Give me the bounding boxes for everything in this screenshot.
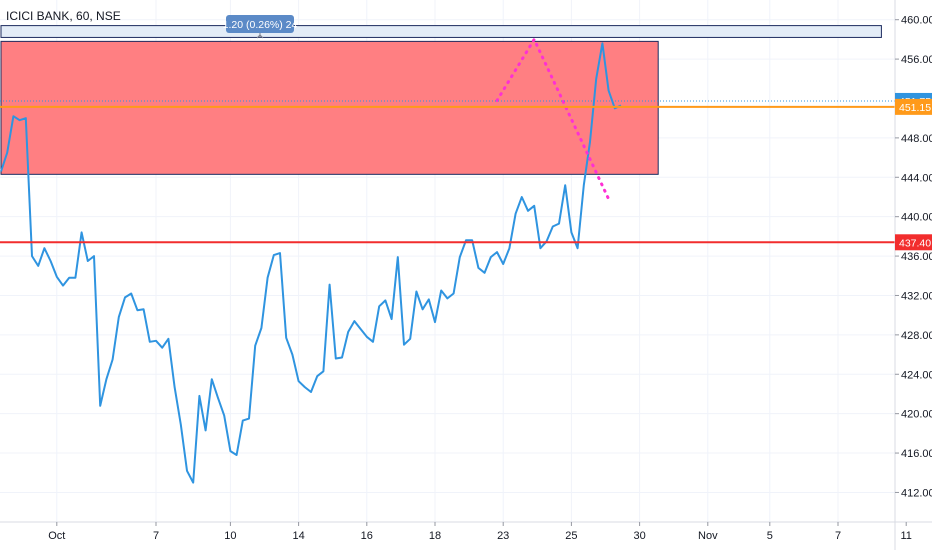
x-tick-label: 7 [153,530,159,542]
y-tick-label: 444.00 [901,172,932,184]
y-tick-label: 460.00 [901,15,932,27]
x-tick-label: 10 [224,530,236,542]
x-tick-label: 7 [835,530,841,542]
y-axis-panel [895,0,932,550]
projection-path [495,36,611,201]
x-tick-label: 18 [429,530,441,542]
measure-band [0,25,882,38]
y-tick-label: 428.00 [901,330,932,342]
y-tick-label: 420.00 [901,409,932,421]
measure-arrow [256,34,264,39]
x-tick-label: 16 [361,530,373,542]
x-tick-label: 25 [565,530,577,542]
y-tick-label: 416.00 [901,448,932,460]
x-tick-label: Oct [48,530,65,542]
y-tick-label: 440.00 [901,212,932,224]
series-layer [0,36,622,484]
y-tick-label: 448.00 [901,133,932,145]
measure-label: 1.20 (0.26%) 24 [223,19,298,31]
levels-layer [0,100,895,244]
y-tick-label: 432.00 [901,290,932,302]
x-tick-label: 30 [633,530,645,542]
measure-label-box [226,15,294,33]
chart-title: ICICI BANK, 60, NSE [6,9,121,23]
y-tick-label: 436.00 [901,251,932,263]
resistance-tag: 437.40 [899,237,931,249]
x-tick-label: 5 [767,530,773,542]
resistance-tag-box [895,234,932,251]
x-tick-label: 23 [497,530,509,542]
orange-level-tag-box [895,98,932,115]
y-tick-label: 424.00 [901,369,932,381]
y-tick-label: 412.00 [901,487,932,499]
orange-level-tag: 451.15 [899,102,931,114]
y-tick-label: 456.00 [901,54,932,66]
x-tick-label: 11 [900,530,911,542]
price-series-line [0,42,622,484]
x-tick-label: Nov [698,530,718,542]
x-tick-label: 14 [292,530,304,542]
